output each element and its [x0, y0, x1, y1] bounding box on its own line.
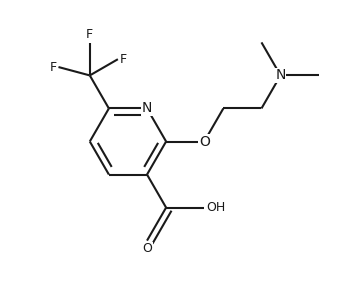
Text: N: N: [275, 68, 286, 82]
Text: F: F: [50, 61, 57, 74]
Text: F: F: [86, 28, 93, 41]
Text: O: O: [199, 134, 210, 149]
Text: OH: OH: [206, 201, 225, 214]
Text: F: F: [120, 53, 127, 66]
Text: N: N: [142, 102, 152, 115]
Text: O: O: [142, 242, 152, 255]
